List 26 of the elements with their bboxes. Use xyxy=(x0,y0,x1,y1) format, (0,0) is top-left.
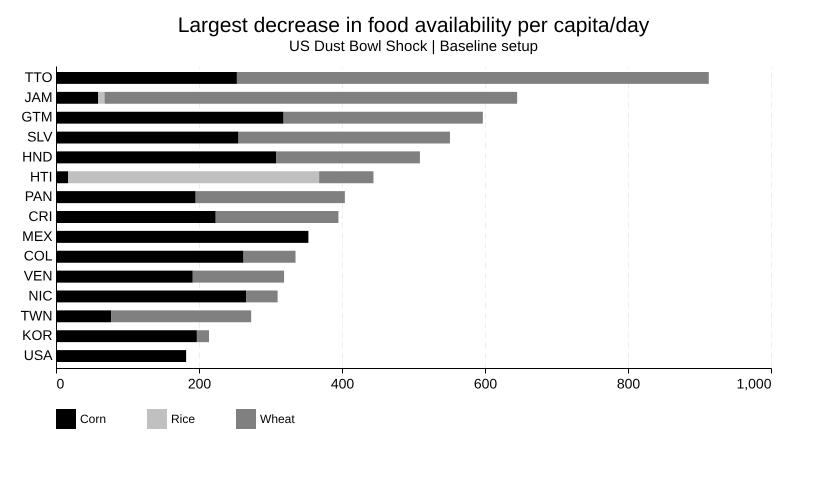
y-tick-label: CRI xyxy=(28,208,52,224)
y-tick-label: COL xyxy=(24,248,53,264)
y-tick-label: USA xyxy=(24,347,54,364)
x-tick-label: 0 xyxy=(56,376,64,392)
y-tick-label: NIC xyxy=(28,287,52,304)
legend-label: Corn xyxy=(80,412,106,426)
x-tick-label: 1,000 xyxy=(736,376,772,392)
legend-label: Wheat xyxy=(260,412,296,426)
y-tick-label: JAM xyxy=(24,88,52,105)
y-tick-label: VEN xyxy=(24,268,52,284)
y-tick-label: HND xyxy=(22,148,52,164)
chart-subtitle: US Dust Bowl Shock | Baseline setup xyxy=(288,38,538,55)
y-tick-label: KOR xyxy=(22,327,52,344)
y-tick-label: MEX xyxy=(22,228,54,244)
x-tick-label: 600 xyxy=(474,376,498,392)
y-tick-label: SLV xyxy=(27,128,54,145)
chart-title: Largest decrease in food availability per capita/day xyxy=(178,14,650,37)
y-tick-label: PAN xyxy=(24,188,52,204)
x-tick-label: 200 xyxy=(188,376,212,392)
x-tick-label: 400 xyxy=(330,376,354,392)
x-tick-label: 800 xyxy=(616,376,640,392)
y-tick-label: TTO xyxy=(24,68,53,85)
y-tick-label: GTM xyxy=(21,108,52,125)
legend-label: Rice xyxy=(171,412,196,426)
y-tick-label: HTI xyxy=(30,168,52,184)
y-tick-label: TWN xyxy=(20,307,52,324)
